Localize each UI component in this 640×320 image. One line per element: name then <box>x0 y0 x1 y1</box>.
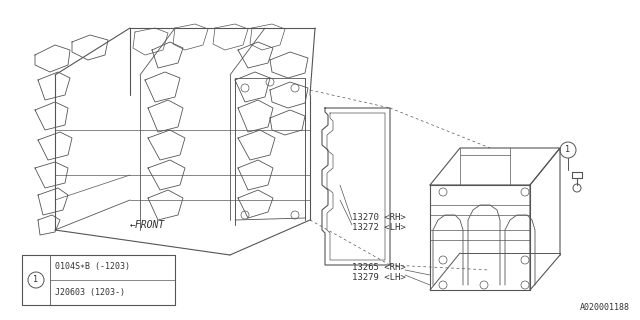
Text: 13265 <RH>: 13265 <RH> <box>352 263 406 273</box>
Text: 1: 1 <box>33 276 38 284</box>
Text: 0104S∗B (-1203): 0104S∗B (-1203) <box>55 262 130 271</box>
Text: 13279 <LH>: 13279 <LH> <box>352 274 406 283</box>
Text: ←FRONT: ←FRONT <box>130 220 165 230</box>
Text: 13272 <LH>: 13272 <LH> <box>352 223 406 233</box>
Text: 13270 <RH>: 13270 <RH> <box>352 213 406 222</box>
Text: A020001188: A020001188 <box>580 303 630 313</box>
Text: J20603 (1203-): J20603 (1203-) <box>55 287 125 297</box>
Text: 1: 1 <box>566 146 570 155</box>
